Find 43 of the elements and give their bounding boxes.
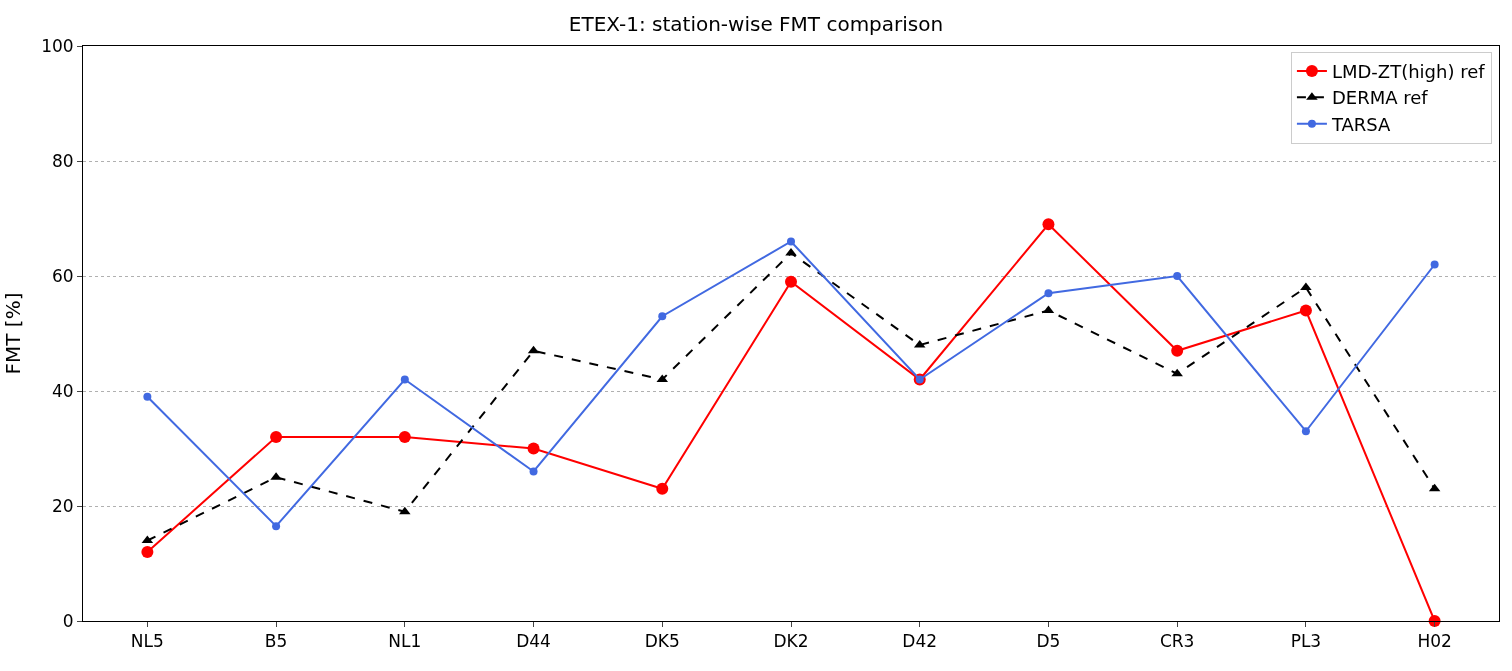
x-tick-label: DK2 bbox=[773, 631, 809, 652]
y-tick-label: 80 bbox=[51, 150, 74, 171]
legend-label: LMD-ZT(high) ref bbox=[1331, 60, 1486, 82]
point bbox=[1173, 272, 1182, 280]
y-tick-label: 60 bbox=[51, 265, 74, 286]
y-axis-title: FMT [%] bbox=[0, 292, 25, 375]
point bbox=[270, 431, 283, 443]
point bbox=[1171, 368, 1183, 377]
x-tick-label: D5 bbox=[1036, 631, 1061, 652]
point bbox=[1042, 218, 1055, 231]
y-tick-label: 0 bbox=[62, 610, 74, 631]
x-tick-label: NL1 bbox=[388, 631, 422, 652]
point bbox=[399, 506, 411, 515]
point bbox=[656, 482, 669, 495]
point bbox=[1430, 260, 1439, 269]
point bbox=[272, 522, 281, 531]
point bbox=[1301, 427, 1310, 436]
chart-title: ETEX-1: station-wise FMT comparison bbox=[568, 11, 944, 36]
point bbox=[141, 546, 154, 558]
y-tick-label: 100 bbox=[41, 35, 74, 56]
point bbox=[529, 467, 538, 476]
point bbox=[398, 431, 411, 443]
point bbox=[1171, 344, 1184, 357]
legend-label: DERMA ref bbox=[1331, 87, 1429, 109]
legend-label: TARSA bbox=[1330, 113, 1392, 135]
point bbox=[787, 237, 795, 246]
y-tick-label: 40 bbox=[51, 380, 74, 401]
x-tick-label: B5 bbox=[264, 631, 288, 652]
point bbox=[400, 375, 409, 384]
y-tick-label: 20 bbox=[51, 495, 74, 516]
x-tick-label: DK5 bbox=[644, 631, 680, 652]
point bbox=[658, 312, 667, 321]
x-tick-label: D42 bbox=[902, 631, 938, 652]
point bbox=[1299, 304, 1312, 317]
x-tick-label: PL3 bbox=[1290, 631, 1322, 652]
x-tick-label: NL5 bbox=[130, 631, 164, 652]
point bbox=[527, 442, 540, 455]
x-tick-label: H02 bbox=[1417, 631, 1452, 652]
point bbox=[143, 392, 152, 401]
x-tick-label: CR3 bbox=[1159, 631, 1195, 652]
point bbox=[785, 275, 797, 288]
point bbox=[1044, 289, 1053, 298]
x-tick-label: D44 bbox=[516, 631, 551, 652]
